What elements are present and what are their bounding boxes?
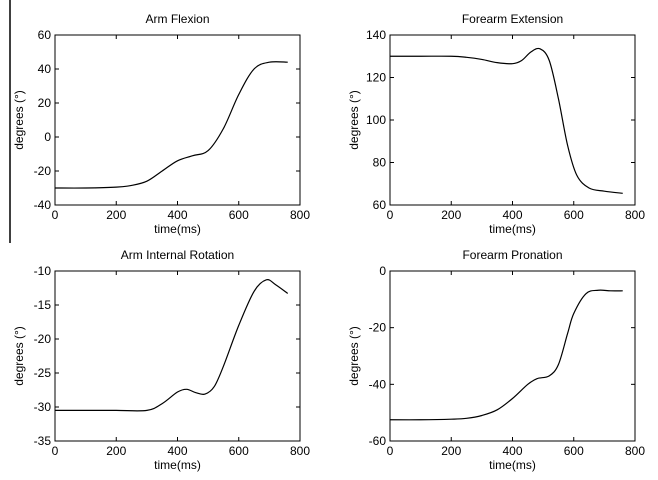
forearm-extension-y-tick-label: 120	[366, 71, 386, 85]
arm-flexion-x-tick-label: 400	[167, 208, 187, 222]
forearm-pronation-y-tick-label: -60	[369, 434, 387, 448]
arm-internal-rotation-x-tick-label: 0	[52, 444, 59, 458]
forearm-pronation-x-tick-label: 0	[387, 444, 394, 458]
forearm-pronation-y-tick-label: 0	[379, 264, 386, 278]
arm-flexion-plot-frame	[54, 34, 301, 206]
arm-internal-rotation-y-tick-label: -20	[34, 332, 52, 346]
forearm-extension-y-tick-label: 80	[373, 156, 387, 170]
arm-flexion-series-line	[54, 61, 288, 189]
arm-internal-rotation-y-tick-label: -35	[34, 434, 52, 448]
forearm-extension-y-axis-label: degrees (°)	[347, 90, 361, 150]
forearm-extension-title: Forearm Extension	[462, 12, 563, 26]
arm-flexion-y-tick-label: 60	[38, 28, 52, 42]
arm-internal-rotation-y-tick-label: -10	[34, 264, 52, 278]
forearm-extension-chart: 0 200 400 600 800 60 80 100 120 140 Forearm Extens…	[347, 12, 645, 236]
forearm-extension-series-line	[389, 47, 623, 194]
arm-internal-rotation-y-tick-label: -15	[34, 298, 52, 312]
arm-internal-rotation-x-tick-label: 200	[106, 444, 126, 458]
arm-internal-rotation-x-axis-label: time(ms)	[154, 458, 201, 472]
forearm-pronation-series-line	[389, 289, 623, 421]
arm-internal-rotation-plot-frame	[54, 270, 301, 442]
arm-internal-rotation-x-tick-label: 800	[290, 444, 310, 458]
arm-flexion-x-tick-label: 0	[52, 208, 59, 222]
forearm-pronation-x-axis-label: time(ms)	[489, 458, 536, 472]
forearm-pronation-chart: 0 200 400 600 800 -60 -40 -20 0 Forearm Pronation…	[347, 248, 645, 472]
arm-flexion-y-tick-label: 40	[38, 62, 52, 76]
arm-flexion-title: Arm Flexion	[145, 12, 209, 26]
arm-flexion-x-tick-label: 200	[106, 208, 126, 222]
arm-flexion-x-tick-label: 800	[290, 208, 310, 222]
arm-internal-rotation-y-tick-label: -25	[34, 366, 52, 380]
forearm-extension-x-tick-label: 600	[564, 208, 584, 222]
forearm-pronation-x-tick-label: 600	[564, 444, 584, 458]
arm-internal-rotation-series-line	[55, 279, 289, 412]
arm-flexion-y-tick-label: 20	[38, 96, 52, 110]
forearm-pronation-plot-frame	[389, 270, 636, 442]
arm-internal-rotation-x-tick-label: 400	[167, 444, 187, 458]
forearm-pronation-x-tick-label: 400	[502, 444, 522, 458]
forearm-pronation-title: Forearm Pronation	[462, 248, 562, 262]
arm-flexion-y-axis-label: degrees (°)	[12, 90, 26, 150]
arm-flexion-chart: 0 200 400 600 800 -40 -20 0 20 40 60 Arm Flexion tim…	[12, 12, 310, 236]
arm-flexion-x-tick-label: 600	[229, 208, 249, 222]
arm-internal-rotation-title: Arm Internal Rotation	[121, 248, 234, 262]
forearm-extension-plot-frame	[389, 34, 636, 206]
forearm-extension-x-tick-label: 800	[625, 208, 645, 222]
forearm-pronation-y-tick-label: -40	[369, 377, 387, 391]
forearm-pronation-x-tick-label: 200	[441, 444, 461, 458]
arm-internal-rotation-y-axis-label: degrees (°)	[12, 326, 26, 386]
arm-flexion-y-tick-label: 0	[44, 130, 51, 144]
forearm-extension-y-tick-label: 140	[366, 28, 386, 42]
arm-flexion-y-tick-label: -20	[34, 164, 52, 178]
arm-flexion-x-axis-label: time(ms)	[154, 222, 201, 236]
arm-internal-rotation-y-tick-label: -30	[34, 400, 52, 414]
forearm-extension-y-tick-label: 100	[366, 113, 386, 127]
forearm-extension-x-tick-label: 200	[441, 208, 461, 222]
forearm-pronation-y-tick-label: -20	[369, 321, 387, 335]
forearm-extension-x-tick-label: 400	[502, 208, 522, 222]
forearm-pronation-x-tick-label: 800	[625, 444, 645, 458]
forearm-pronation-y-axis-label: degrees (°)	[347, 326, 361, 386]
forearm-extension-y-tick-label: 60	[373, 198, 387, 212]
forearm-extension-x-tick-label: 0	[387, 208, 394, 222]
arm-internal-rotation-x-tick-label: 600	[229, 444, 249, 458]
arm-internal-rotation-chart: 0 200 400 600 800 -35 -30 -25 -20 -15 -10 Arm Inter…	[12, 248, 310, 472]
forearm-extension-x-axis-label: time(ms)	[489, 222, 536, 236]
arm-flexion-y-tick-label: -40	[34, 198, 52, 212]
